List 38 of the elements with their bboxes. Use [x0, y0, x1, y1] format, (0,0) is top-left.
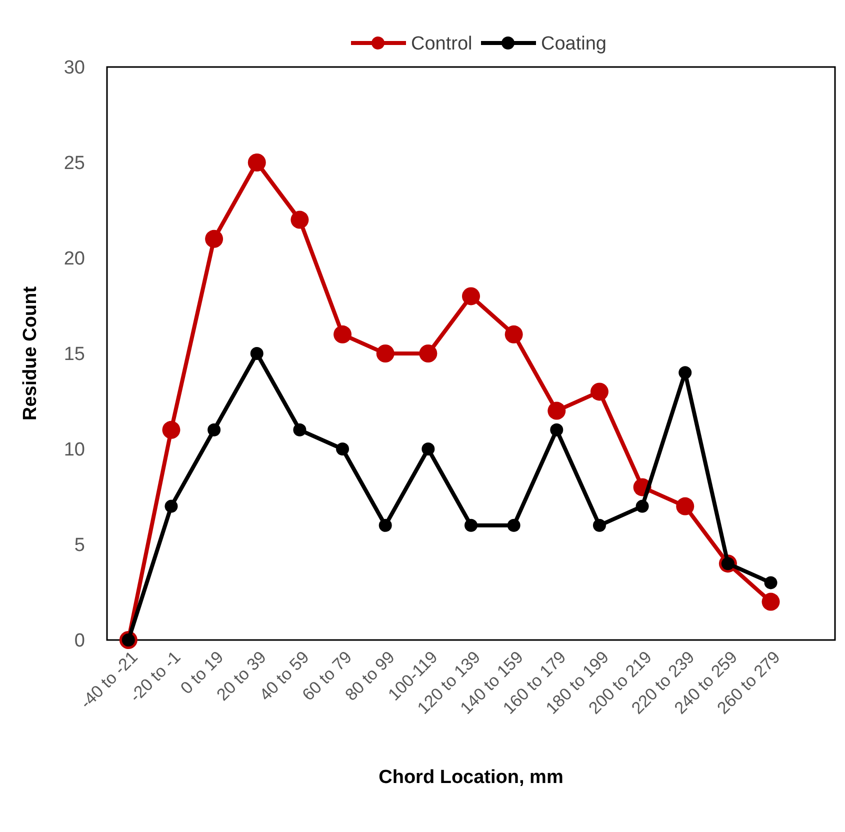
point — [336, 442, 350, 456]
y-tick-label: 20 — [64, 248, 85, 270]
point — [504, 325, 523, 344]
point — [250, 347, 264, 360]
y-tick-label: 10 — [64, 440, 85, 461]
point — [462, 287, 480, 306]
point — [248, 154, 266, 172]
point — [764, 576, 778, 590]
point — [550, 423, 564, 436]
legend-label: Coating — [541, 34, 606, 55]
point — [376, 344, 394, 362]
point — [334, 325, 352, 344]
point — [762, 592, 780, 611]
y-tick-label: 15 — [64, 344, 85, 366]
point — [378, 518, 392, 532]
y-tick-label: 5 — [74, 535, 85, 556]
point — [676, 497, 694, 516]
y-tick-label: 0 — [74, 630, 85, 652]
point — [507, 518, 520, 532]
point — [464, 518, 478, 532]
point — [162, 420, 180, 439]
point — [290, 210, 309, 229]
point — [419, 344, 438, 362]
point — [590, 382, 608, 401]
point — [164, 500, 178, 513]
point — [422, 442, 435, 456]
point — [678, 366, 692, 380]
point — [548, 402, 566, 420]
y-axis-title: Residue Count — [20, 286, 41, 421]
x-axis-title: Chord Location, mm — [378, 767, 564, 788]
legend-label: Control — [411, 34, 472, 55]
point — [636, 500, 649, 513]
point — [205, 230, 224, 248]
y-tick-label: 25 — [64, 153, 85, 174]
point — [293, 423, 306, 436]
point — [592, 518, 606, 532]
y-tick-label: 30 — [64, 58, 85, 79]
point — [208, 423, 221, 436]
